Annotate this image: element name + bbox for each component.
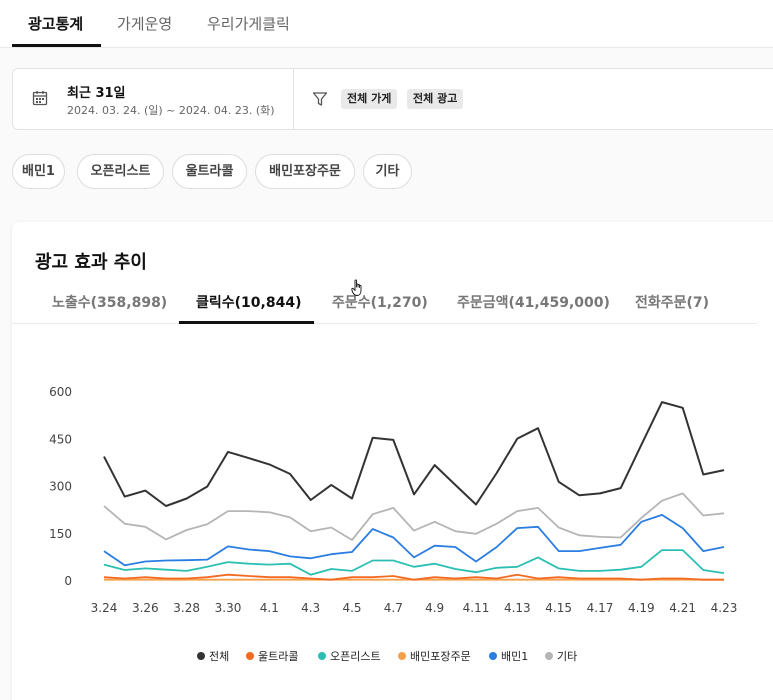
active-tab-underline — [12, 44, 101, 47]
tab-ad-stats[interactable]: 광고통계 — [28, 15, 84, 33]
legend-label: 울트라콜 — [258, 650, 299, 663]
category-pill-openlist[interactable]: 오픈리스트 — [77, 154, 164, 189]
filter-bar: 최근 31일 2024. 03. 24. (일) ~ 2024. 04. 23.… — [12, 68, 773, 130]
legend-label: 배민1 — [501, 650, 529, 663]
calendar-icon[interactable] — [32, 90, 48, 106]
tab-our-store-click[interactable]: 우리가게클릭 — [207, 15, 290, 33]
chip-all-ads[interactable]: 전체 광고 — [407, 89, 464, 109]
active-metric-underline — [179, 321, 314, 324]
metric-tabs-divider — [12, 323, 757, 324]
tab-order-amount[interactable]: 주문금액(41,459,000) — [457, 295, 610, 311]
tab-impressions[interactable]: 노출수(358,898) — [52, 295, 168, 311]
tab-store-operation[interactable]: 가게운영 — [117, 15, 173, 33]
hand-cursor-icon — [351, 279, 362, 296]
legend-dot-pickup — [398, 652, 406, 660]
legend-label: 기타 — [557, 650, 578, 663]
legend-dot-ultracall — [246, 652, 254, 660]
tab-phone-orders[interactable]: 전화주문(7) — [635, 295, 710, 311]
tab-orders[interactable]: 주문수(1,270) — [332, 295, 428, 311]
filter-divider — [293, 69, 294, 129]
legend-label: 배민포장주문 — [410, 650, 471, 663]
period-range[interactable]: 2024. 03. 24. (일) ~ 2024. 04. 23. (화) — [67, 104, 275, 117]
legend-dot-baemin1 — [489, 652, 497, 660]
legend-label: 오픈리스트 — [330, 650, 381, 663]
category-pill-pickup-order[interactable]: 배민포장주문 — [255, 154, 355, 189]
top-navigation: 광고통계 가게운영 우리가게클릭 — [0, 0, 773, 48]
chip-all-stores[interactable]: 전체 가게 — [341, 89, 398, 109]
legend-dot-openlist — [318, 652, 326, 660]
category-pill-ultracall[interactable]: 울트라콜 — [172, 154, 247, 189]
card-title: 광고 효과 추이 — [35, 252, 147, 273]
legend-dot-etc — [545, 652, 553, 660]
legend-label: 전체 — [209, 650, 230, 663]
legend-dot-total — [197, 652, 205, 660]
funnel-icon[interactable] — [312, 91, 328, 107]
period-title[interactable]: 최근 31일 — [67, 86, 126, 101]
category-pill-baemin1[interactable]: 배민1 — [12, 154, 65, 189]
category-pill-etc[interactable]: 기타 — [363, 154, 412, 189]
tab-clicks[interactable]: 클릭수(10,844) — [196, 295, 302, 311]
